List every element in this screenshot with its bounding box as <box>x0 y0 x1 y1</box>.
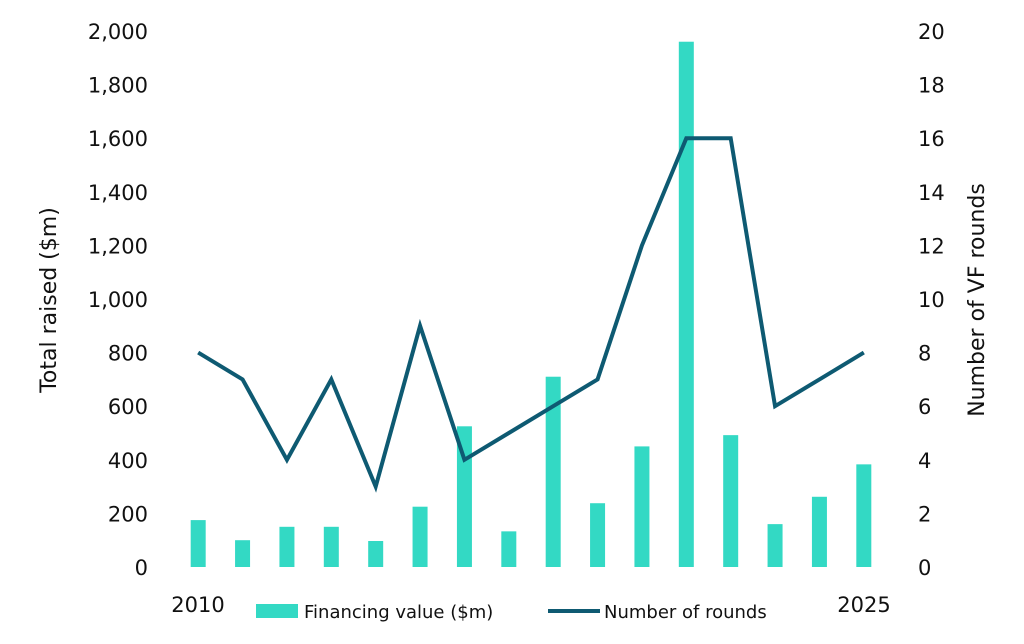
bar-2013 <box>324 527 339 567</box>
bar-2024 <box>812 497 827 567</box>
y-tick-label: 2,000 <box>88 20 148 44</box>
bar-2021 <box>679 42 694 567</box>
line-series <box>198 138 864 487</box>
y-tick-label: 400 <box>108 449 148 473</box>
rounds-line <box>198 138 864 486</box>
y2-tick-label: 10 <box>918 288 945 312</box>
y2-tick-label: 14 <box>918 181 945 205</box>
y-tick-label: 1,800 <box>88 74 148 98</box>
y2-tick-label: 16 <box>918 127 945 151</box>
y2-tick-label: 8 <box>918 342 931 366</box>
right-axis-ticks: 0 2 4 6 8 10 12 14 16 18 20 <box>918 20 945 580</box>
y2-tick-label: 2 <box>918 502 931 526</box>
bar-2017 <box>501 531 516 567</box>
x-tick-label-start: 2010 <box>171 593 224 617</box>
y-tick-label: 1,000 <box>88 288 148 312</box>
bar-2025 <box>856 464 871 567</box>
bar-2010 <box>191 520 206 567</box>
bar-2014 <box>368 541 383 567</box>
y-tick-label: 600 <box>108 395 148 419</box>
bar-2022 <box>723 435 738 567</box>
bar-2011 <box>235 540 250 567</box>
y-tick-label: 200 <box>108 502 148 526</box>
bar-2019 <box>590 503 605 567</box>
y-tick-label: 1,200 <box>88 234 148 258</box>
y-axis-label: Total raised ($m) <box>37 207 62 394</box>
y2-tick-label: 12 <box>918 234 945 258</box>
y-tick-label: 0 <box>135 556 148 580</box>
y2-tick-label: 18 <box>918 74 945 98</box>
y-tick-label: 1,600 <box>88 127 148 151</box>
left-axis-ticks: 0 200 400 600 800 1,000 1,200 1,400 1,600 1,800 2,… <box>88 20 148 580</box>
bar-2015 <box>413 507 428 567</box>
bar-2012 <box>279 527 294 567</box>
legend-line-label: Number of rounds <box>604 602 767 623</box>
x-tick-label-end: 2025 <box>837 593 890 617</box>
y2-tick-label: 6 <box>918 395 931 419</box>
y-tick-label: 1,400 <box>88 181 148 205</box>
y-tick-label: 800 <box>108 342 148 366</box>
y2-axis-label: Number of VF rounds <box>965 183 990 417</box>
legend-bar-swatch <box>256 604 298 618</box>
bar-2020 <box>634 446 649 567</box>
legend: Financing value ($m) Number of rounds <box>256 602 767 623</box>
y2-tick-label: 4 <box>918 449 931 473</box>
bars-series <box>191 42 872 567</box>
bar-2023 <box>768 524 783 567</box>
y2-tick-label: 20 <box>918 20 945 44</box>
legend-bar-label: Financing value ($m) <box>304 602 493 623</box>
y2-tick-label: 0 <box>918 556 931 580</box>
